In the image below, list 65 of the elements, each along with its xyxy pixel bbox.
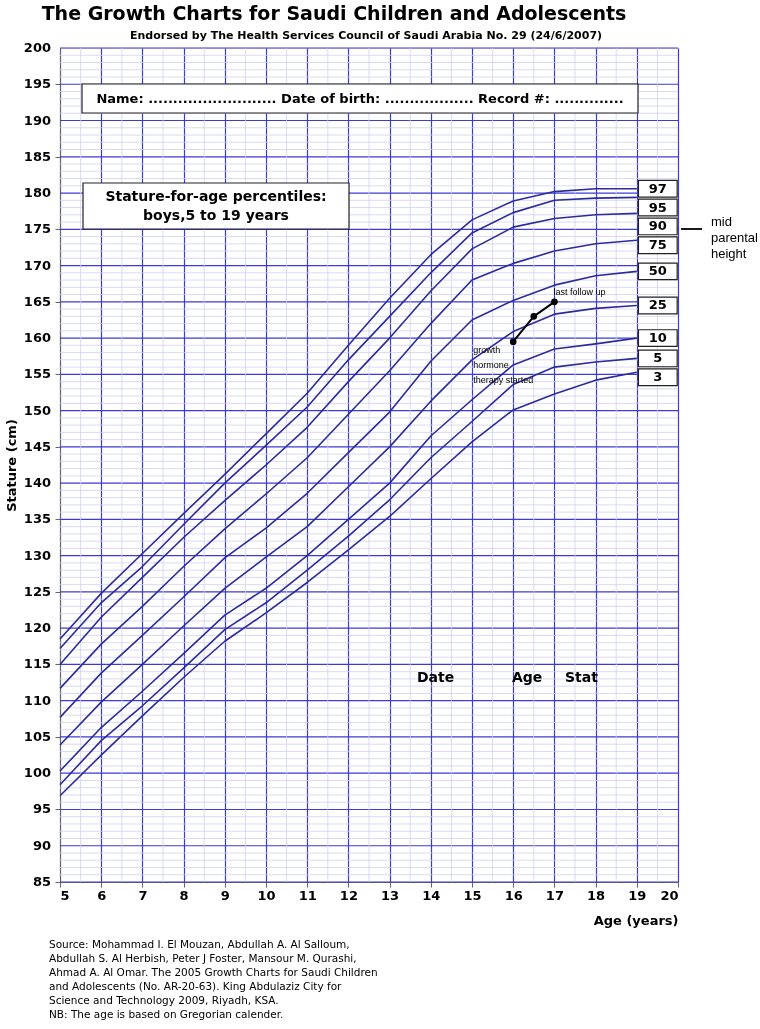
x-tick-label: 20 [660,887,679,903]
y-tick-label: 165 [23,293,51,309]
series-label: 95 [648,199,667,215]
text: mid parental height [711,214,759,261]
x-tick-label: 13 [381,887,400,903]
y-tick-label: 195 [23,76,51,92]
annotation: Stature-for-age percentiles: boys,5 to 19 years [105,188,327,223]
y-tick-label: 120 [23,620,51,636]
x-tick-label: 12 [339,887,358,903]
y-tick-label: 185 [23,148,51,164]
y-tick-label: 95 [32,801,51,817]
y-tick-label: 140 [23,475,51,491]
y-tick-label: 180 [23,185,51,201]
y-tick-label: 85 [32,874,51,889]
x-tick-label: 16 [504,887,523,903]
y-tick-label: 100 [23,765,51,781]
series-label: 25 [648,297,667,313]
x-tick-label: 19 [628,887,647,903]
x-tick-label: 7 [138,887,148,903]
x-tick-label: 18 [587,887,606,903]
annotation: Name: .......................... Date of birth: .................. Record #: .............. [96,90,624,106]
x-tick-label: 8 [179,887,189,903]
series-label: 5 [653,350,663,366]
y-tick-label: 155 [23,366,51,382]
y-tick-label: 90 [32,837,51,853]
x-tick-label: 14 [422,887,441,903]
annotation: Date [417,668,455,685]
y-tick-label: 150 [23,402,51,418]
annotation: Stat [565,668,599,685]
source-note: Source: Mohammad I. El Mouzan, Abdullah A. Al Salloum, Abdullah S. Al Herbish, Peter J Foster, Mansour M. Qurashi, Ahmad A. Al Omar. The 2005 Growth Charts for Saudi Children and Adolescents (No. AR-20-63). King Abdulaziz City for Science and Technology 2009, Riyadh, KSA. [49,938,378,1006]
y-tick-label: 110 [23,692,51,708]
point [551,298,558,306]
text: NB: The age is based on Gregorian calender. [49,1008,284,1020]
y-axis-title: Stature (cm) [4,419,19,512]
x-tick-label: 5 [60,887,70,903]
x-tick-label: 9 [220,887,230,903]
y-tick-label: 135 [23,511,51,527]
annotation: Age [512,668,543,685]
x-tick-label: 11 [298,887,317,903]
series-label: 50 [648,263,667,279]
x-tick-label: 17 [545,887,564,903]
point [530,312,538,320]
series-label: 90 [648,218,667,234]
y-tick-label: 115 [23,656,51,672]
y-tick-label: 130 [23,547,51,563]
y-tick-label: 200 [23,40,51,55]
y-tick-label: 105 [23,728,51,744]
point [509,338,517,346]
y-tick-label: 190 [23,112,51,128]
series-label: 97 [648,180,667,196]
series-label: 75 [648,237,667,253]
annotation: last follow up [553,286,606,297]
x-axis-title: Age (years) [593,912,679,928]
y-tick-label: 125 [23,583,51,599]
y-tick-label: 160 [23,330,51,346]
chart-subtitle: Endorsed by The Health Services Council of Saudi Arabia No. 29 (24/6/2007) [129,29,603,42]
series-label: 10 [648,330,667,346]
y-tick-label: 170 [23,257,51,273]
y-tick-label: 145 [23,438,51,454]
x-tick-label: 10 [257,887,276,903]
series-label: 3 [653,369,663,385]
y-tick-label: 175 [23,221,51,237]
x-tick-label: 15 [463,887,482,903]
chart-title: The Growth Charts for Saudi Children and Adolescents [41,2,627,24]
x-tick-label: 6 [97,887,107,903]
